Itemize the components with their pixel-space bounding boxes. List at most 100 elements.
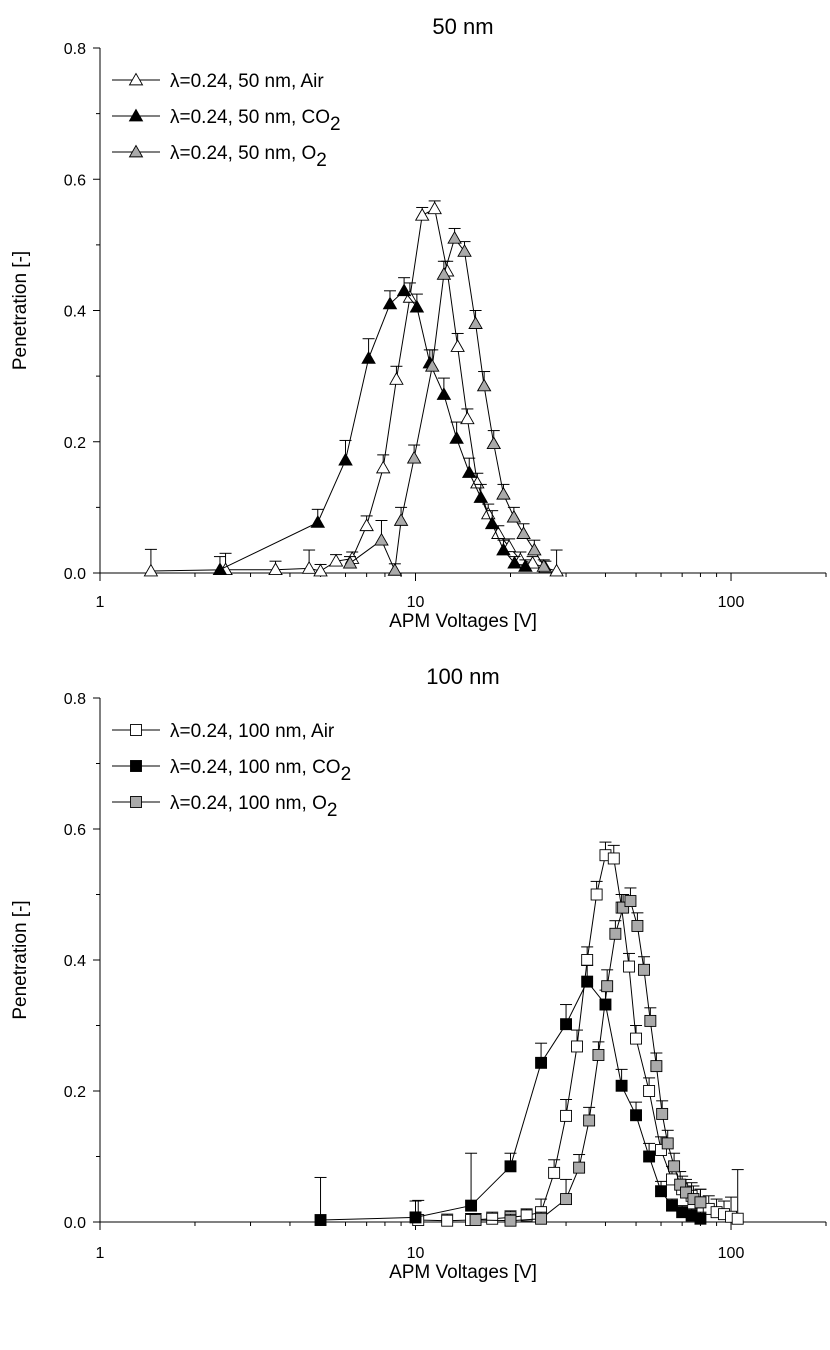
- data-point: [362, 352, 375, 363]
- legend: λ=0.24, 100 nm, Air λ=0.24, 100 nm, CO2 λ=…: [112, 721, 351, 821]
- legend-label: λ=0.24, 100 nm, Air: [170, 721, 335, 742]
- data-point: [517, 527, 530, 538]
- data-point: [561, 1019, 572, 1030]
- data-point: [458, 245, 471, 256]
- data-point: [572, 1041, 583, 1052]
- data-point: [644, 1151, 655, 1162]
- data-point: [398, 284, 411, 295]
- data-point: [695, 1213, 706, 1224]
- x-tick-label: 10: [407, 1245, 425, 1262]
- data-point: [582, 976, 593, 987]
- data-point: [466, 1200, 477, 1211]
- data-point: [408, 452, 421, 463]
- data-point: [505, 1161, 516, 1172]
- data-point: [591, 889, 602, 900]
- chart-50nm: 50 nm 0.0 0.2 0.4 0.6 0.8 1 10 100 APM Voltages […: [10, 14, 826, 632]
- y-tick-label: 0.0: [64, 1215, 86, 1232]
- data-point: [487, 437, 500, 448]
- data-point: [428, 202, 441, 213]
- series-line: [151, 209, 557, 571]
- data-point: [303, 562, 316, 573]
- data-point: [442, 1215, 453, 1226]
- x-tick-label: 1: [96, 1245, 105, 1262]
- data-point: [505, 1215, 516, 1226]
- y-tick-label: 0.6: [64, 822, 86, 839]
- legend-label: λ=0.24, 100 nm, CO2: [170, 757, 351, 785]
- data-point: [437, 388, 450, 399]
- data-point: [732, 1213, 743, 1224]
- x-axis-label: APM Voltages [V]: [389, 611, 537, 632]
- chart-title: 50 nm: [432, 14, 493, 39]
- series-line: [220, 291, 525, 570]
- data-point: [624, 961, 635, 972]
- legend-subscript: 2: [316, 150, 327, 171]
- data-point: [616, 1080, 627, 1091]
- y-tick-label: 0.2: [64, 1084, 86, 1101]
- data-point: [451, 340, 464, 351]
- legend-marker: [130, 110, 143, 121]
- data-point: [631, 1033, 642, 1044]
- data-point: [377, 462, 390, 473]
- chart-title: 100 nm: [426, 664, 499, 689]
- y-tick-label: 0.4: [64, 304, 86, 321]
- series-line: [476, 901, 701, 1221]
- data-point: [474, 491, 487, 502]
- data-point: [536, 1213, 547, 1224]
- y-axis-label: Penetration [-]: [10, 900, 31, 1019]
- series-line: [321, 982, 701, 1220]
- chart-100nm: 100 nm0.00.20.40.60.81 10 100APM Voltages …: [10, 664, 826, 1283]
- data-point: [360, 519, 373, 530]
- data-point: [549, 1167, 560, 1178]
- series-1: [144, 201, 563, 576]
- data-point: [657, 1108, 668, 1119]
- x-tick-label: 1: [96, 594, 105, 611]
- y-tick-label: 0.2: [64, 435, 86, 452]
- legend-label: λ=0.24, 100 nm, O2: [170, 793, 337, 821]
- data-point: [507, 511, 520, 522]
- legend-subscript: 2: [341, 764, 352, 785]
- x-axis-label: APM Voltages [V]: [389, 1262, 537, 1283]
- data-point: [469, 317, 482, 328]
- data-point: [528, 544, 541, 555]
- data-point: [639, 964, 650, 975]
- legend-label: λ=0.24, 50 nm, CO2: [170, 107, 341, 135]
- data-point: [487, 1213, 498, 1224]
- data-point: [561, 1110, 572, 1121]
- data-point: [550, 565, 563, 576]
- legend-marker: [130, 146, 143, 157]
- data-point: [497, 488, 510, 499]
- y-axis-label: Penetration [-]: [10, 251, 31, 370]
- data-point: [395, 514, 408, 525]
- data-point: [662, 1138, 673, 1149]
- data-point: [311, 516, 324, 527]
- data-point: [144, 565, 157, 576]
- data-point: [390, 373, 403, 384]
- data-point: [450, 432, 463, 443]
- legend-marker: [131, 797, 142, 808]
- data-point: [482, 507, 495, 518]
- data-point: [625, 896, 636, 907]
- data-point: [448, 232, 461, 243]
- y-tick-label: 0.8: [64, 41, 86, 58]
- data-point: [584, 1115, 595, 1126]
- data-point: [602, 981, 613, 992]
- x-tick-label: 10: [407, 594, 425, 611]
- data-point: [651, 1061, 662, 1072]
- data-point: [695, 1197, 706, 1208]
- y-tick-label: 0.4: [64, 953, 86, 970]
- legend-subscript: 2: [327, 800, 338, 821]
- legend-subscript: 2: [330, 114, 341, 135]
- data-point: [644, 1086, 655, 1097]
- data-point: [669, 1161, 680, 1172]
- data-point: [461, 412, 474, 423]
- data-point: [593, 1049, 604, 1060]
- x-tick-label: 100: [718, 1245, 745, 1262]
- data-point: [631, 1110, 642, 1121]
- data-point: [478, 379, 491, 390]
- data-point: [645, 1015, 656, 1026]
- data-point: [656, 1186, 667, 1197]
- data-point: [315, 1215, 326, 1226]
- legend-marker: [130, 74, 143, 85]
- data-point: [561, 1194, 572, 1205]
